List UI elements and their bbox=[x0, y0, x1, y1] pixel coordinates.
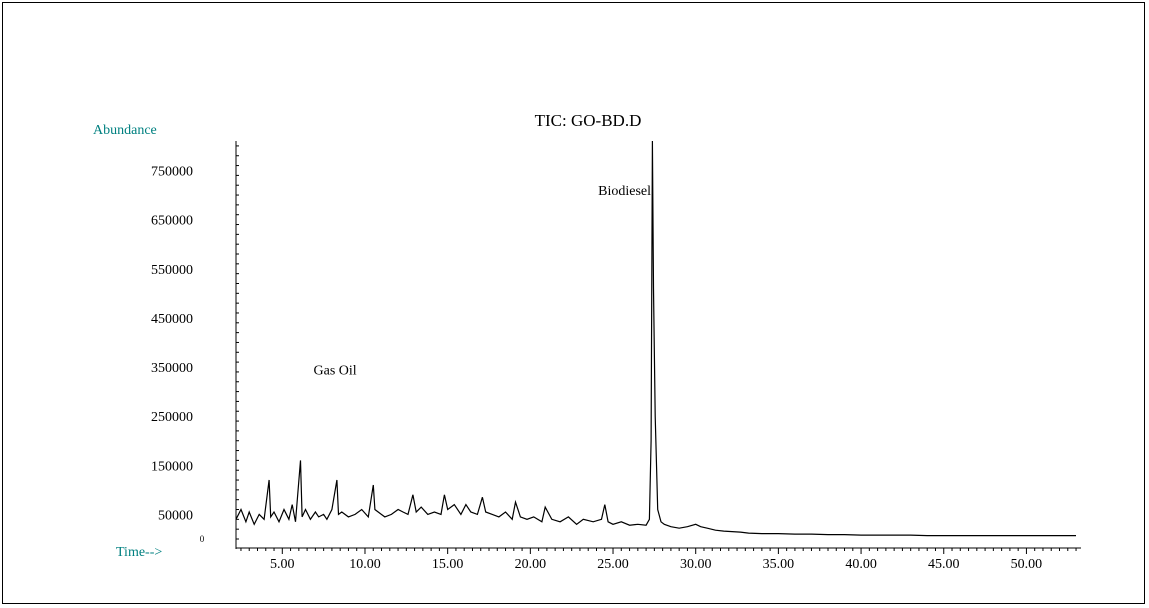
annotations: Biodiesel Gas Oil bbox=[314, 184, 652, 378]
annotation-label: Biodiesel bbox=[598, 184, 651, 199]
y-tick-label: 50000 bbox=[158, 508, 193, 523]
x-tick-label: 35.00 bbox=[763, 557, 795, 572]
series-group bbox=[235, 140, 1076, 537]
tic-chart: TIC: GO-BD.D Abundance Time--> 0 750000 6… bbox=[93, 111, 1081, 572]
y-tick-label: 750000 bbox=[151, 164, 193, 179]
axis-ticks: 750000 650000 550000 450000 350000 250000 1500… bbox=[151, 145, 1077, 572]
x-tick-label: 10.00 bbox=[349, 557, 381, 572]
x-axis-label: Time--> bbox=[116, 545, 162, 560]
y-tick-label: 450000 bbox=[151, 312, 193, 327]
x-tick-label: 30.00 bbox=[680, 557, 712, 572]
annotation-label: Gas Oil bbox=[314, 363, 357, 378]
y-tick-label: 550000 bbox=[151, 263, 193, 278]
y-zero-label: 0 bbox=[200, 534, 205, 544]
x-tick-label: 45.00 bbox=[928, 557, 960, 572]
x-tick-label: 40.00 bbox=[845, 557, 877, 572]
y-axis-label: Abundance bbox=[93, 123, 157, 138]
chart-title: TIC: GO-BD.D bbox=[535, 111, 642, 130]
series-line bbox=[235, 140, 1076, 537]
y-tick-label: 350000 bbox=[151, 361, 193, 376]
y-tick-label: 650000 bbox=[151, 214, 193, 229]
x-tick-label: 50.00 bbox=[1011, 557, 1043, 572]
x-tick-label: 5.00 bbox=[270, 557, 295, 572]
y-tick-label: 150000 bbox=[151, 459, 193, 474]
y-tick-label: 250000 bbox=[151, 410, 193, 425]
x-tick-label: 25.00 bbox=[597, 557, 629, 572]
x-tick-label: 20.00 bbox=[515, 557, 547, 572]
x-tick-label: 15.00 bbox=[432, 557, 464, 572]
